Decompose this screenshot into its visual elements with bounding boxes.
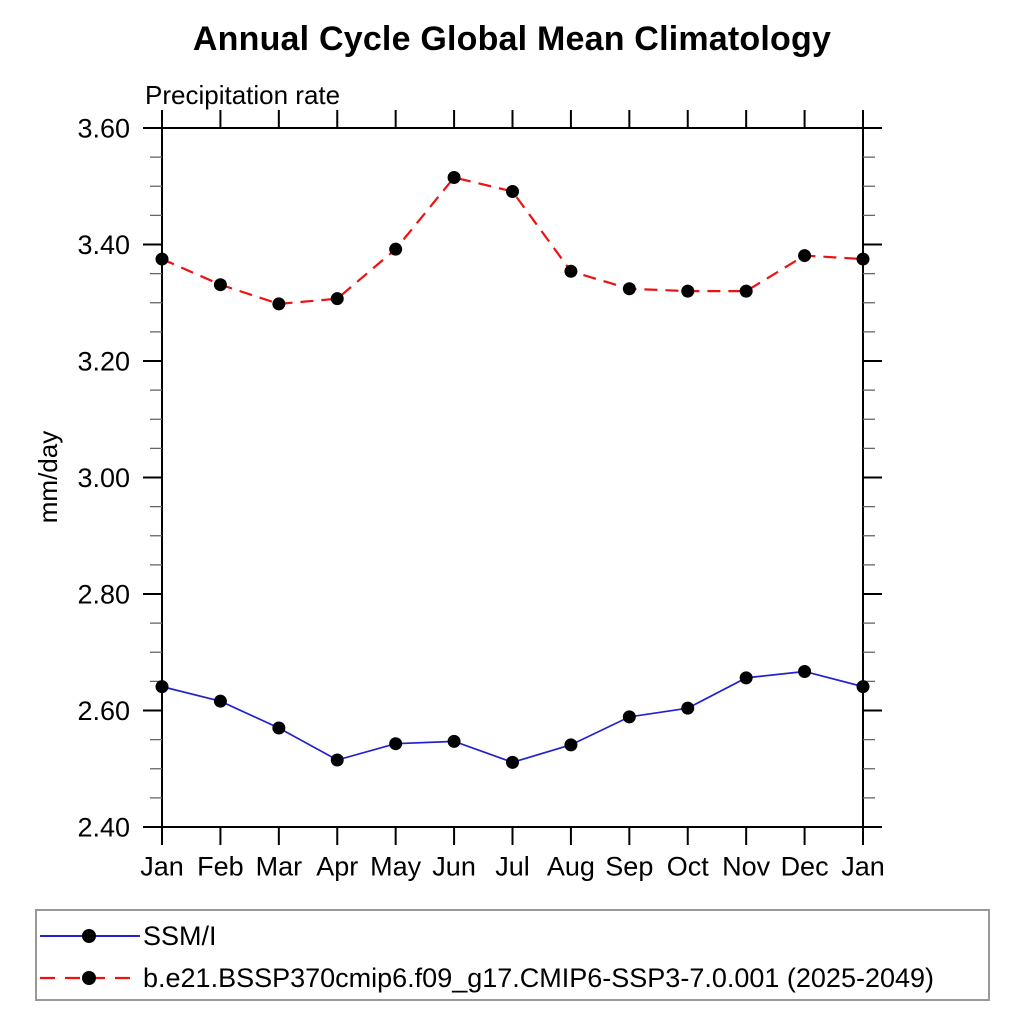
- data-point-marker: [330, 292, 344, 306]
- data-point-marker: [506, 184, 519, 198]
- data-point-marker: [739, 671, 753, 685]
- data-point-marker: [681, 284, 695, 298]
- legend-marker-dot: [82, 929, 96, 943]
- legend-label-ssmi: SSM/I: [143, 921, 217, 951]
- y-tick-label: 2.40: [77, 813, 130, 843]
- data-point-marker: [447, 734, 461, 748]
- y-tick-label: 3.00: [77, 463, 130, 493]
- x-tick-label: Jul: [495, 852, 530, 882]
- x-tick-label: Mar: [256, 852, 303, 882]
- data-point-marker: [506, 755, 519, 769]
- legend: SSM/I b.e21.BSSP370cmip6.f09_g17.CMIP6-S…: [35, 909, 990, 1001]
- chart-title: Annual Cycle Global Mean Climatology: [192, 20, 832, 58]
- x-tick-label: Aug: [547, 852, 595, 882]
- x-tick-label: Jan: [841, 852, 885, 882]
- data-point-marker: [330, 753, 344, 767]
- y-tick-label: 3.20: [77, 347, 130, 377]
- x-tick-label: Feb: [197, 852, 244, 882]
- data-point-marker: [389, 242, 403, 256]
- data-point-marker: [856, 252, 870, 266]
- x-tick-label: Nov: [722, 852, 771, 882]
- x-tick-label: Sep: [605, 852, 653, 882]
- data-point-marker: [155, 680, 169, 694]
- data-point-marker: [564, 264, 578, 278]
- x-tick-label: Apr: [316, 852, 358, 882]
- legend-marker-dot: [82, 971, 96, 985]
- y-tick-label: 2.80: [77, 580, 130, 610]
- data-point-marker: [564, 738, 578, 752]
- x-tick-label: Dec: [781, 852, 829, 882]
- legend-entry-ssmi: SSM/I: [37, 917, 217, 955]
- x-tick-label: Jan: [140, 852, 184, 882]
- data-point-marker: [213, 278, 227, 292]
- y-tick-label: 2.60: [77, 696, 130, 726]
- data-point-marker: [739, 284, 753, 298]
- data-point-marker: [213, 694, 227, 708]
- legend-entry-model: b.e21.BSSP370cmip6.f09_g17.CMIP6-SSP3-7.…: [37, 959, 934, 997]
- data-point-marker: [798, 664, 812, 678]
- y-tick-label: 3.40: [77, 230, 130, 260]
- data-point-marker: [155, 252, 169, 266]
- data-point-marker: [856, 680, 870, 694]
- x-tick-label: Jun: [432, 852, 476, 882]
- data-point-marker: [622, 710, 636, 724]
- data-point-marker: [622, 282, 636, 296]
- data-point-marker: [272, 297, 286, 311]
- chart-subtitle: Precipitation rate: [145, 80, 341, 110]
- data-point-marker: [272, 721, 286, 735]
- data-point-marker: [447, 171, 461, 185]
- y-tick-label: 3.60: [77, 114, 130, 144]
- legend-sample-dashed-line: [40, 971, 140, 985]
- data-point-marker: [798, 249, 812, 263]
- legend-label-model: b.e21.BSSP370cmip6.f09_g17.CMIP6-SSP3-7.…: [143, 963, 935, 993]
- x-tick-label: May: [370, 852, 422, 882]
- data-point-marker: [681, 701, 695, 715]
- x-tick-label: Oct: [667, 852, 710, 882]
- legend-sample-solid-line: [40, 929, 140, 943]
- series-line-0: [161, 670, 864, 764]
- data-point-marker: [389, 737, 403, 751]
